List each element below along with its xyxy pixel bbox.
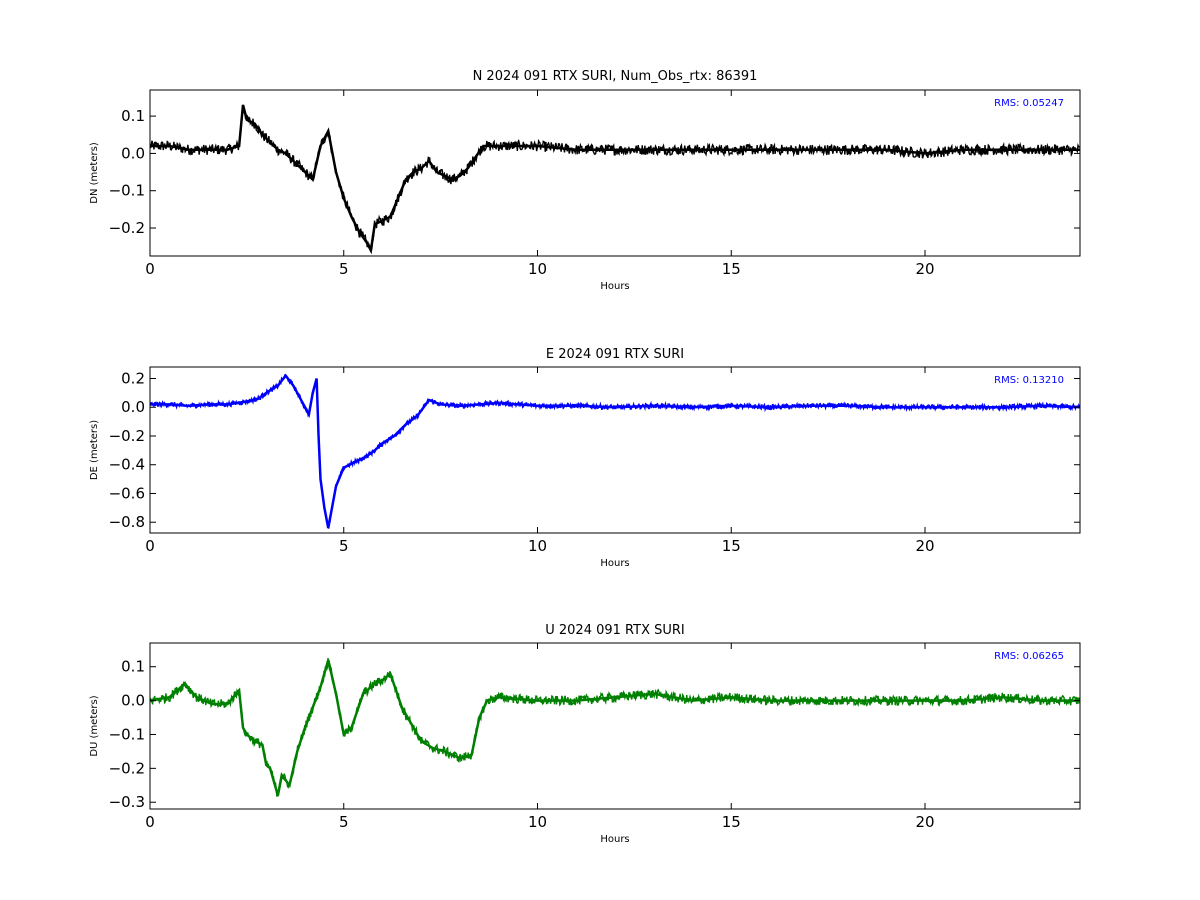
- panel-up: U 2024 091 RTX SURI 0 5 10 15 20 −0.3 −0.2 −0.1…: [89, 623, 1081, 845]
- y-tick-label: 0.1: [121, 107, 145, 125]
- x-tick-label: 15: [722, 813, 741, 831]
- y-axis-label: DN (meters): [89, 142, 100, 204]
- x-tick-label: 15: [722, 260, 741, 278]
- plot-frame: [149, 89, 1081, 257]
- x-axis-label: Hours: [600, 281, 629, 292]
- x-tick-label: 10: [528, 537, 547, 555]
- data-layer: [150, 658, 1080, 797]
- x-tick-label: 20: [915, 813, 934, 831]
- y-tick-label: −0.1: [109, 725, 145, 743]
- ticks-layer: 0 5 10 15 20 −0.3 −0.2 −0.1 0.0 0.1: [109, 643, 1080, 831]
- y-tick-label: −0.4: [109, 456, 145, 474]
- x-tick-label: 15: [722, 537, 741, 555]
- data-layer: [150, 373, 1080, 530]
- y-tick-label: −0.6: [109, 484, 145, 502]
- y-tick-label: −0.3: [109, 793, 145, 811]
- panel-east: E 2024 091 RTX SURI 0 5 10 15 20 −0.8 −0.6 −0.4…: [89, 347, 1081, 569]
- y-tick-label: −0.2: [109, 219, 145, 237]
- panel-title: U 2024 091 RTX SURI: [545, 623, 685, 638]
- x-axis-label: Hours: [600, 558, 629, 569]
- y-tick-label: 0.1: [121, 658, 145, 676]
- x-tick-label: 5: [339, 537, 349, 555]
- x-tick-label: 10: [528, 260, 547, 278]
- x-tick-label: 20: [915, 537, 934, 555]
- panel-north: N 2024 091 RTX SURI, Num_Obs_rtx: 86391 …: [89, 69, 1081, 292]
- rms-annotation: RMS: 0.05247: [994, 98, 1064, 109]
- y-axis-label: DE (meters): [89, 420, 100, 480]
- x-tick-label: 5: [339, 813, 349, 831]
- x-tick-label: 0: [145, 260, 155, 278]
- ticks-layer: 0 5 10 15 20 −0.8 −0.6 −0.4 −0.2 0.0 0.2: [109, 367, 1080, 555]
- y-tick-label: −0.2: [109, 427, 145, 445]
- x-tick-label: 0: [145, 813, 155, 831]
- panel-title: E 2024 091 RTX SURI: [546, 347, 684, 362]
- x-tick-label: 0: [145, 537, 155, 555]
- x-tick-label: 10: [528, 813, 547, 831]
- data-layer: [150, 104, 1080, 255]
- series-line: [150, 373, 1080, 529]
- rms-annotation: RMS: 0.13210: [994, 375, 1064, 386]
- y-tick-label: 0.0: [121, 692, 145, 710]
- y-tick-label: −0.2: [109, 759, 145, 777]
- x-tick-label: 20: [915, 260, 934, 278]
- x-axis-label: Hours: [600, 834, 629, 845]
- panel-title: N 2024 091 RTX SURI, Num_Obs_rtx: 86391: [473, 69, 758, 84]
- series-line: [150, 659, 1080, 796]
- y-tick-label: 0.2: [121, 369, 145, 387]
- y-tick-label: 0.0: [121, 144, 145, 162]
- y-tick-label: −0.1: [109, 182, 145, 200]
- series-line: [150, 104, 1080, 255]
- rms-annotation: RMS: 0.06265: [994, 651, 1064, 662]
- ticks-layer: 0 5 10 15 20 −0.2 −0.1 0.0 0.1: [109, 90, 1080, 278]
- plot-frame: [149, 366, 1081, 534]
- y-tick-label: −0.8: [109, 513, 145, 531]
- x-tick-label: 5: [339, 260, 349, 278]
- y-axis-label: DU (meters): [89, 695, 100, 756]
- y-tick-label: 0.0: [121, 398, 145, 416]
- plot-frame: [149, 642, 1081, 810]
